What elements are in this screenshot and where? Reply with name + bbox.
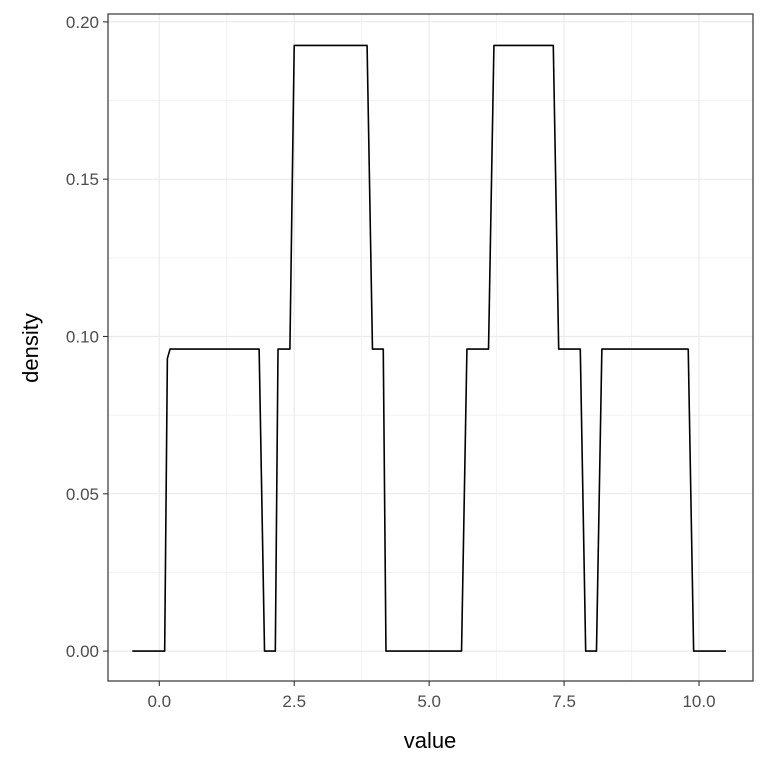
- y-axis: 0.00 0.05 0.10 0.15 0.20: [66, 13, 108, 661]
- x-tick-label: 5.0: [417, 692, 441, 711]
- x-tick-label: 10.0: [682, 692, 715, 711]
- x-axis-title: value: [404, 728, 457, 753]
- grid-minor: [108, 14, 753, 681]
- y-tick-label: 0.20: [66, 13, 99, 32]
- y-axis-title: density: [18, 313, 43, 383]
- series-layer: [132, 44, 727, 652]
- y-tick-label: 0.10: [66, 327, 99, 346]
- x-tick-label: 2.5: [282, 692, 306, 711]
- x-axis: 0.0 2.5 5.0 7.5 10.0: [147, 681, 716, 711]
- y-tick-label: 0.00: [66, 642, 99, 661]
- x-tick-label: 7.5: [552, 692, 576, 711]
- density-line: [132, 44, 727, 652]
- plot-panel-border: [107, 13, 754, 682]
- y-tick-label: 0.05: [66, 485, 99, 504]
- plot-background: [108, 14, 753, 681]
- x-tick-label: 0.0: [147, 692, 171, 711]
- y-tick-label: 0.15: [66, 170, 99, 189]
